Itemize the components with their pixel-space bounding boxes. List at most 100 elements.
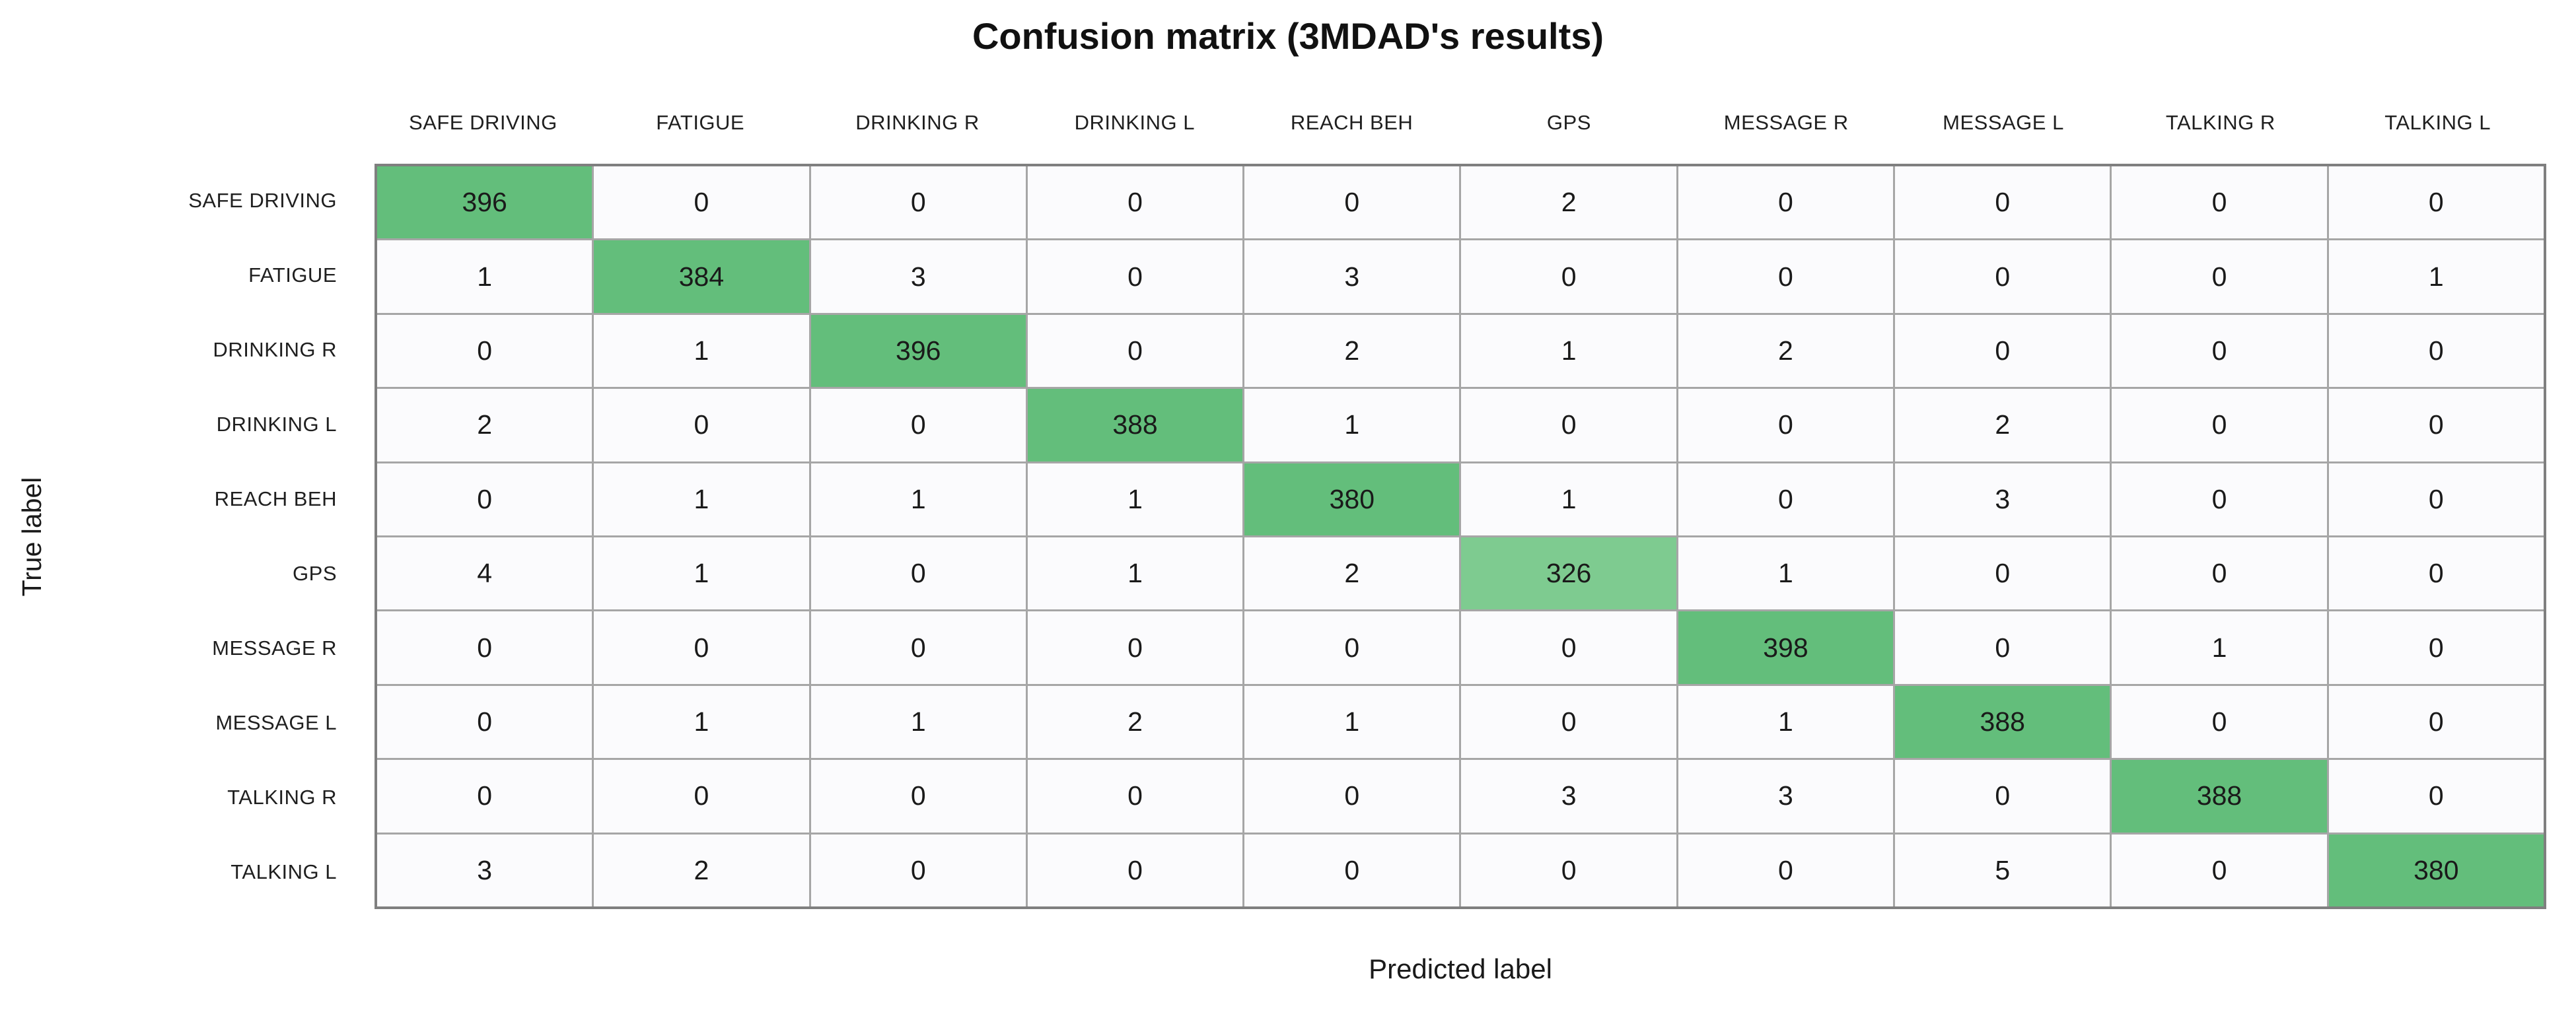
matrix-cell: 0 (1678, 463, 1894, 535)
matrix-cell: 1 (810, 463, 1026, 535)
matrix-cell: 1 (1461, 314, 1676, 388)
matrix-cell: 5 (1895, 834, 2110, 906)
col-header-talking-r: TALKING R (2165, 111, 2275, 134)
matrix-cell: 0 (810, 537, 1026, 610)
matrix-cell: 0 (2112, 685, 2327, 759)
matrix-cell: 3 (1244, 240, 1460, 313)
matrix-cell: 0 (810, 611, 1026, 684)
row-label-talking-l: TALKING L (231, 860, 337, 883)
matrix-cell: 0 (377, 760, 592, 833)
matrix-cell: 1 (2112, 611, 2327, 684)
matrix-cell: 0 (1244, 834, 1460, 906)
matrix-cell: 2 (594, 834, 809, 906)
matrix-cell: 0 (2328, 760, 2544, 833)
matrix-cell: 2 (1027, 685, 1243, 759)
matrix-cell: 388 (1027, 389, 1243, 461)
matrix-cell: 3 (1895, 463, 2110, 535)
matrix-cell: 2 (1895, 389, 2110, 461)
matrix-cell: 0 (594, 389, 809, 461)
col-header-reach-beh: REACH BEH (1290, 111, 1413, 134)
matrix-cell: 0 (2112, 240, 2327, 313)
row-labels: SAFE DRIVING FATIGUE DRINKING R DRINKING L R… (0, 164, 357, 909)
matrix-cell: 0 (1027, 314, 1243, 388)
matrix-cell: 0 (1678, 389, 1894, 461)
matrix-cell: 0 (810, 834, 1026, 906)
matrix-cell: 3 (377, 834, 592, 906)
matrix-cell: 0 (2328, 537, 2544, 610)
col-header-talking-l: TALKING L (2384, 111, 2491, 134)
matrix-cell: 3 (1678, 760, 1894, 833)
matrix-cell: 0 (810, 389, 1026, 461)
matrix-cell: 0 (1027, 166, 1243, 239)
matrix-cell: 0 (1895, 537, 2110, 610)
matrix-cell: 0 (2328, 685, 2544, 759)
matrix-cell: 0 (1895, 611, 2110, 684)
row-label-drinking-r: DRINKING R (213, 338, 337, 362)
matrix-cell: 0 (2112, 537, 2327, 610)
matrix-cell: 2 (1678, 314, 1894, 388)
matrix-cell: 0 (594, 611, 809, 684)
matrix-cell: 1 (1678, 537, 1894, 610)
matrix-cell: 380 (1244, 463, 1460, 535)
matrix-cell: 0 (1678, 240, 1894, 313)
column-headers: SAFE DRIVING FATIGUE DRINKING R DRINKING L R… (375, 96, 2546, 149)
matrix-cell: 1 (1027, 463, 1243, 535)
matrix-cell: 2 (1461, 166, 1676, 239)
row-label-gps: GPS (293, 561, 337, 585)
matrix-cell: 1 (810, 685, 1026, 759)
matrix-cell: 0 (1895, 166, 2110, 239)
matrix-cell: 0 (1895, 314, 2110, 388)
matrix-cell: 3 (1461, 760, 1676, 833)
col-header-gps: GPS (1546, 111, 1591, 134)
matrix-cell: 1 (1678, 685, 1894, 759)
matrix-cell: 0 (1244, 760, 1460, 833)
matrix-cell: 0 (2112, 834, 2327, 906)
matrix-cell: 0 (1678, 834, 1894, 906)
matrix-cell: 0 (2328, 166, 2544, 239)
matrix-cell: 2 (377, 389, 592, 461)
matrix-cell: 0 (1244, 611, 1460, 684)
row-label-drinking-l: DRINKING L (216, 413, 337, 436)
row-label-safe-driving: SAFE DRIVING (188, 189, 337, 213)
matrix-cell: 0 (1895, 760, 2110, 833)
matrix-cell: 1 (2328, 240, 2544, 313)
matrix-cell: 1 (1244, 389, 1460, 461)
col-header-message-r: MESSAGE R (1723, 111, 1849, 134)
matrix-cell: 398 (1678, 611, 1894, 684)
matrix-cell: 2 (1244, 314, 1460, 388)
matrix-cell: 0 (1461, 240, 1676, 313)
matrix-cell: 0 (377, 314, 592, 388)
matrix-cell: 0 (2328, 611, 2544, 684)
matrix-cell: 3 (810, 240, 1026, 313)
matrix-cell: 1 (594, 537, 809, 610)
matrix-cell: 0 (1027, 611, 1243, 684)
matrix-cell: 0 (1244, 166, 1460, 239)
matrix-cell: 0 (1027, 240, 1243, 313)
matrix-cell: 326 (1461, 537, 1676, 610)
matrix-cell: 0 (1461, 685, 1676, 759)
matrix-cell: 1 (594, 463, 809, 535)
matrix-cell: 2 (1244, 537, 1460, 610)
matrix-cell: 0 (2112, 389, 2327, 461)
matrix-cell: 1 (1461, 463, 1676, 535)
matrix-cell: 384 (594, 240, 809, 313)
row-label-talking-r: TALKING R (227, 785, 337, 809)
col-header-drinking-r: DRINKING R (855, 111, 980, 134)
matrix-cell: 4 (377, 537, 592, 610)
matrix-cell: 0 (2112, 314, 2327, 388)
matrix-cell: 0 (810, 166, 1026, 239)
col-header-safe-driving: SAFE DRIVING (409, 111, 557, 134)
matrix-cell: 380 (2328, 834, 2544, 906)
col-header-drinking-l: DRINKING L (1074, 111, 1195, 134)
matrix-cell: 0 (810, 760, 1026, 833)
matrix-cell: 0 (1461, 611, 1676, 684)
matrix-cell: 396 (377, 166, 592, 239)
matrix-cell: 0 (1027, 834, 1243, 906)
matrix-cell: 0 (1895, 240, 2110, 313)
x-axis-label: Predicted label (1369, 953, 1552, 984)
matrix-cell: 1 (377, 240, 592, 313)
matrix-cell: 0 (1678, 166, 1894, 239)
matrix-cell: 0 (594, 760, 809, 833)
matrix-cell: 0 (2112, 463, 2327, 535)
